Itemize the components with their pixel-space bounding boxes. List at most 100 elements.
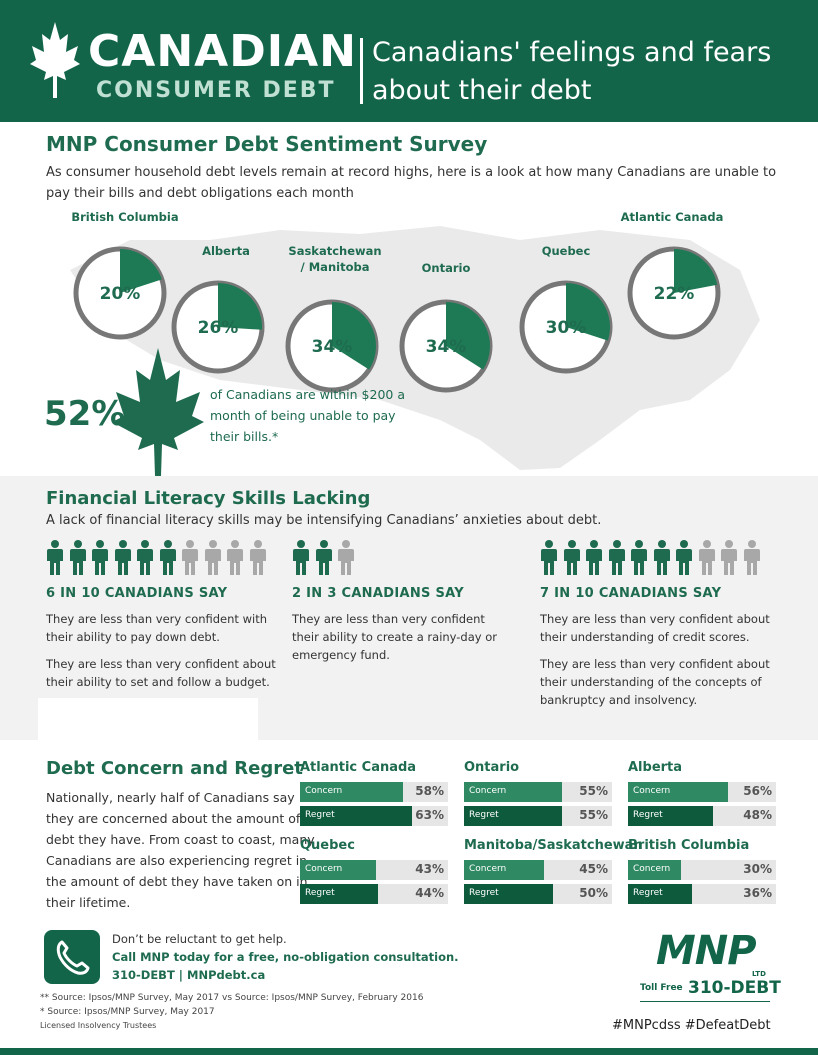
person-filled-icon bbox=[585, 540, 603, 580]
regret-bar bbox=[464, 884, 553, 904]
regret-bar bbox=[300, 806, 412, 826]
concern-bar-row: Concern 43% bbox=[300, 860, 448, 880]
person-empty-icon bbox=[698, 540, 716, 580]
person-filled-icon bbox=[653, 540, 671, 580]
person-filled-icon bbox=[292, 540, 310, 580]
region-bar-group: Manitoba/Saskatchewan Concern 45% Regret 50% bbox=[464, 838, 643, 904]
region-name: Atlantic Canada bbox=[300, 760, 417, 775]
bar-value-label: 50% bbox=[579, 886, 608, 900]
bar-value-label: 55% bbox=[579, 784, 608, 798]
big-stat-text: of Canadians are within $200 a month of … bbox=[210, 387, 405, 444]
bar-series-label: Concern bbox=[469, 786, 507, 796]
toll-underline bbox=[640, 1001, 770, 1002]
regret-title: Debt Concern and Regret bbox=[46, 758, 303, 779]
concern-bar bbox=[628, 782, 728, 802]
province-label: Saskatchewan / Manitoba bbox=[288, 244, 382, 274]
region-bar-group: Quebec Concern 43% Regret 44% bbox=[300, 838, 448, 904]
pie-slice bbox=[332, 302, 377, 370]
literacy-text: They are less than very confident about … bbox=[540, 657, 770, 707]
hashtags: #MNPcdss #DefeatDebt bbox=[612, 1018, 771, 1033]
province-pct-label: 22% bbox=[653, 284, 695, 304]
person-filled-icon bbox=[114, 540, 132, 580]
people-icon-row bbox=[46, 540, 276, 580]
province-pct-label: 34% bbox=[311, 337, 353, 357]
bar-value-label: 56% bbox=[743, 784, 772, 798]
concern-bar-row: Concern 30% bbox=[628, 860, 776, 880]
concern-bar bbox=[300, 860, 377, 880]
maple-leaf-icon bbox=[112, 348, 204, 476]
person-empty-icon bbox=[720, 540, 738, 580]
province-pct-label: 30% bbox=[545, 318, 587, 338]
bar-series-label: Concern bbox=[633, 786, 671, 796]
concern-bar bbox=[628, 860, 682, 880]
bar-value-label: 58% bbox=[415, 784, 444, 798]
footer-contact[interactable]: 310-DEBT | MNPdebt.ca bbox=[112, 968, 266, 982]
regret-body: Nationally, nearly half of Canadians say… bbox=[46, 790, 315, 910]
province-label: Alberta bbox=[202, 244, 250, 258]
person-filled-icon bbox=[630, 540, 648, 580]
bar-value-label: 55% bbox=[579, 808, 608, 822]
header-divider bbox=[360, 38, 363, 104]
bar-series-label: Concern bbox=[469, 864, 507, 874]
bar-value-label: 44% bbox=[415, 886, 444, 900]
concern-bar-row: Concern 56% bbox=[628, 782, 776, 802]
regret-bar-row: Regret 48% bbox=[628, 806, 776, 826]
regret-bar bbox=[464, 806, 562, 826]
person-filled-icon bbox=[91, 540, 109, 580]
region-name: Quebec bbox=[300, 838, 355, 853]
source-note: ** Source: Ipsos/MNP Survey, May 2017 vs… bbox=[40, 993, 424, 1003]
person-filled-icon bbox=[315, 540, 333, 580]
literacy-text: They are less than very confident about … bbox=[46, 657, 276, 689]
region-name: Alberta bbox=[628, 760, 683, 775]
big-stat: 52% bbox=[44, 394, 126, 434]
regret-bar bbox=[300, 884, 379, 904]
literacy-section bbox=[0, 476, 818, 740]
bar-value-label: 30% bbox=[743, 862, 772, 876]
footer-line2: Call MNP today for a free, no-obligation… bbox=[112, 950, 459, 964]
header-subtitle: Canadians' feelings and fears about thei… bbox=[372, 37, 772, 106]
regret-bar bbox=[628, 806, 714, 826]
region-name: Manitoba/Saskatchewan bbox=[464, 838, 643, 853]
bar-series-label: Concern bbox=[305, 786, 343, 796]
region-bar-group: Ontario Concern 55% Regret 55% bbox=[464, 760, 612, 826]
province-pct-label: 26% bbox=[197, 318, 239, 338]
pie-slice bbox=[446, 302, 491, 370]
province-label: Atlantic Canada bbox=[620, 210, 724, 224]
concern-bar-row: Concern 55% bbox=[464, 782, 612, 802]
province-label: Quebec bbox=[541, 244, 591, 258]
literacy-heading: 6 IN 10 CANADIANS SAY bbox=[46, 586, 228, 601]
bar-series-label: Regret bbox=[469, 888, 499, 898]
bar-value-label: 36% bbox=[743, 886, 772, 900]
person-filled-icon bbox=[46, 540, 64, 580]
literacy-text: They are less than very confident about … bbox=[540, 612, 770, 644]
bar-series-label: Regret bbox=[633, 888, 663, 898]
bar-value-label: 45% bbox=[579, 862, 608, 876]
header-title-line2: CONSUMER DEBT bbox=[96, 78, 336, 103]
bar-series-label: Regret bbox=[469, 810, 499, 820]
phone-icon bbox=[44, 930, 100, 984]
literacy-title: Financial Literacy Skills Lacking bbox=[46, 488, 371, 509]
person-filled-icon bbox=[608, 540, 626, 580]
toll-free-number[interactable]: 310-DEBT bbox=[688, 978, 781, 998]
literacy-column: 7 IN 10 CANADIANS SAY They are less than… bbox=[540, 540, 780, 709]
concern-bar bbox=[464, 860, 544, 880]
literacy-text: They are less than very confident their … bbox=[292, 612, 498, 662]
concern-bar bbox=[464, 782, 562, 802]
people-icon-row bbox=[540, 540, 780, 580]
bar-series-label: Concern bbox=[305, 864, 343, 874]
regret-bar-row: Regret 44% bbox=[300, 884, 448, 904]
bar-value-label: 63% bbox=[415, 808, 444, 822]
bottom-bar bbox=[0, 1048, 818, 1055]
toll-free-label: Toll Free bbox=[640, 983, 683, 993]
person-filled-icon bbox=[136, 540, 154, 580]
province-label: British Columbia bbox=[71, 210, 179, 224]
trustees-note: Licensed Insolvency Trustees bbox=[40, 1021, 157, 1030]
person-filled-icon bbox=[675, 540, 693, 580]
regret-bar-row: Regret 55% bbox=[464, 806, 612, 826]
mnp-logo: MNP bbox=[656, 928, 757, 974]
literacy-text: They are less than very confident with t… bbox=[46, 612, 267, 644]
region-bar-group: Alberta Concern 56% Regret 48% bbox=[628, 760, 776, 826]
person-filled-icon bbox=[159, 540, 177, 580]
regret-bar-row: Regret 36% bbox=[628, 884, 776, 904]
source-note: * Source: Ipsos/MNP Survey, May 2017 bbox=[40, 1007, 215, 1017]
